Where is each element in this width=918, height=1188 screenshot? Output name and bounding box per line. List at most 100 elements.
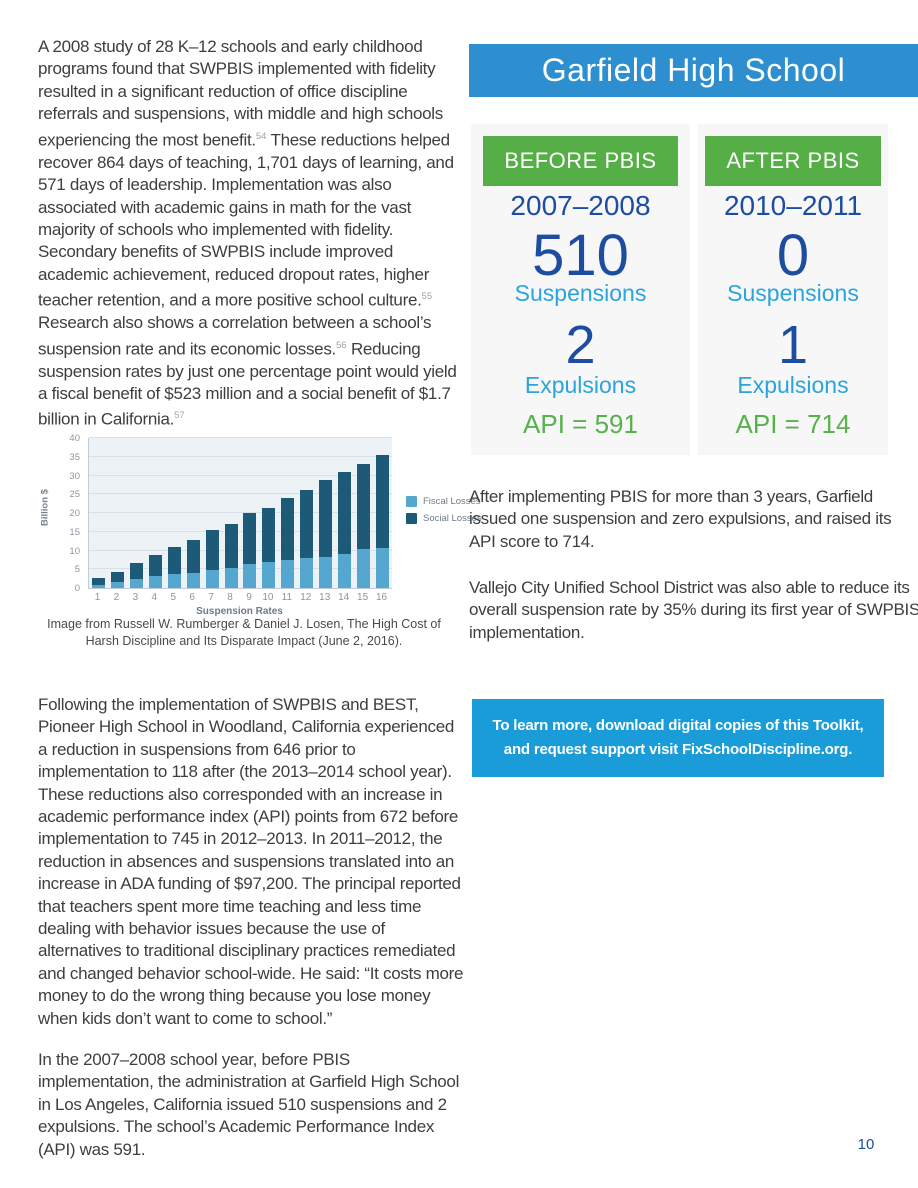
chart-bar [300,490,314,588]
paragraph-vallejo: Vallejo City Unified School District was… [469,578,918,642]
chart-gridline [89,568,392,570]
chart-caption: Image from Russell W. Rumberger & Daniel… [47,617,441,648]
social-losses-segment [357,464,371,550]
chart-bar [224,523,238,588]
chart-bar [129,562,143,588]
fiscal-losses-segment [167,573,181,588]
y-tick-label: 35 [69,451,80,463]
chart-y-axis-label: Billion $ [39,489,51,526]
social-losses-segment [205,529,219,570]
chart-gridline [89,512,392,513]
fiscal-losses-segment [148,576,162,588]
chart-bar [338,472,352,588]
fiscal-losses-segment [205,570,219,588]
social-losses-segment [319,480,333,557]
fiscal-losses-segment [91,585,105,588]
fiscal-losses-segment [110,582,124,588]
footnote-marker: 57 [174,410,185,422]
paragraph-after-pbis-results: After implementing PBIS for more than 3 … [469,487,892,551]
x-tick-label: 13 [319,592,331,603]
before-suspensions-value: 510 [532,223,629,288]
chart-bar [91,577,105,588]
y-tick-label: 40 [69,433,80,444]
paragraph-swpbis-study: A 2008 study of 28 K–12 schools and earl… [38,37,457,430]
chart-plot-area [88,437,392,589]
social-losses-segment [129,562,143,580]
y-tick-label: 20 [69,508,80,519]
x-tick-label: 12 [300,592,312,603]
fiscal-losses-segment [281,559,295,588]
paragraph-garfield-before: In the 2007–2008 school year, before PBI… [38,1050,460,1159]
chart-gridline [89,493,392,495]
before-expulsions-label: Expulsions [524,372,637,398]
before-api-score: API = 591 [523,409,638,439]
chart-bar [376,455,390,588]
school-banner-title: Garfield High School [541,52,846,88]
legend-entry: Fiscal Losses [406,496,482,507]
chart-x-axis-label: Suspension Rates [196,606,283,617]
chart-bar [243,513,257,588]
fiscal-losses-segment [129,579,143,588]
after-pbis-badge: AFTER PBIS [705,136,881,186]
after-pbis-years: 2010–2011 [723,190,863,221]
chart-gridline [89,437,392,438]
x-tick-label: 9 [246,592,252,603]
social-losses-segment [110,571,124,582]
cta-box: To learn more, download digital copies o… [472,699,884,777]
x-tick-label: 4 [151,592,158,603]
chart-bar [319,480,333,588]
social-losses-segment [338,472,352,554]
footnote-marker: 56 [335,339,347,351]
legend-label: Social Losses [423,513,482,524]
legend-swatch [406,513,417,524]
suspension-cost-chart: Billion $ 0 5 10 15 20 25 30 35 40 1 2 3 4 5 6 7 8 9 10 11… [38,430,483,617]
chart-bar [205,529,219,588]
legend-entry: Social Losses [406,513,482,524]
chart-bar [167,546,181,588]
x-tick-label: 14 [338,592,350,603]
chart-y-ticks: 0 5 10 15 20 25 30 35 40 [60,430,84,600]
social-losses-segment [300,490,314,559]
x-tick-label: 1 [94,592,101,603]
before-suspensions-label: Suspensions [514,280,647,306]
social-losses-segment [167,546,181,574]
paragraph-pioneer-high: Following the implementation of SWPBIS a… [38,695,464,1028]
fiscal-losses-segment [300,558,314,588]
chart-bar [148,555,162,588]
x-tick-label: 6 [189,592,195,603]
fiscal-losses-segment [186,572,200,588]
x-tick-label: 8 [227,592,233,603]
chart-legend: Fiscal Losses Social Losses [406,496,482,530]
social-losses-segment [186,540,200,573]
fiscal-losses-segment [319,556,333,588]
y-tick-label: 5 [74,564,80,576]
y-tick-label: 30 [69,470,80,482]
chart-bar [281,498,295,588]
footnote-marker: 54 [255,130,267,142]
chart-gridline [89,530,392,532]
chart-x-ticks: 1 2 3 4 5 6 7 8 9 10 11 12 13 14 15 16 [88,592,391,604]
fiscal-losses-segment [338,553,352,588]
fiscal-losses-segment [376,547,390,588]
after-expulsions-label: Expulsions [737,372,849,398]
after-pbis-panel: AFTER PBIS 2010–2011 0 Suspensions 1 Exp… [698,124,888,455]
x-tick-label: 5 [170,592,176,603]
after-suspensions-value: 0 [776,223,810,288]
footnote-marker: 55 [421,291,433,303]
y-tick-label: 10 [69,545,80,557]
x-tick-label: 11 [281,592,293,603]
fiscal-losses-segment [262,561,276,588]
fiscal-losses-segment [357,549,371,588]
social-losses-segment [262,507,276,562]
chart-gridline [89,474,392,476]
chart-gridline [89,455,392,457]
school-banner: Garfield High School [469,44,918,97]
y-tick-label: 25 [69,489,80,501]
before-expulsions-value: 2 [565,315,596,375]
before-pbis-years: 2007–2008 [510,190,651,221]
chart-bar [262,507,276,588]
fiscal-losses-segment [224,568,238,588]
y-tick-label: 0 [74,583,80,594]
left-column: A 2008 study of 28 K–12 schools and earl… [38,0,482,1188]
